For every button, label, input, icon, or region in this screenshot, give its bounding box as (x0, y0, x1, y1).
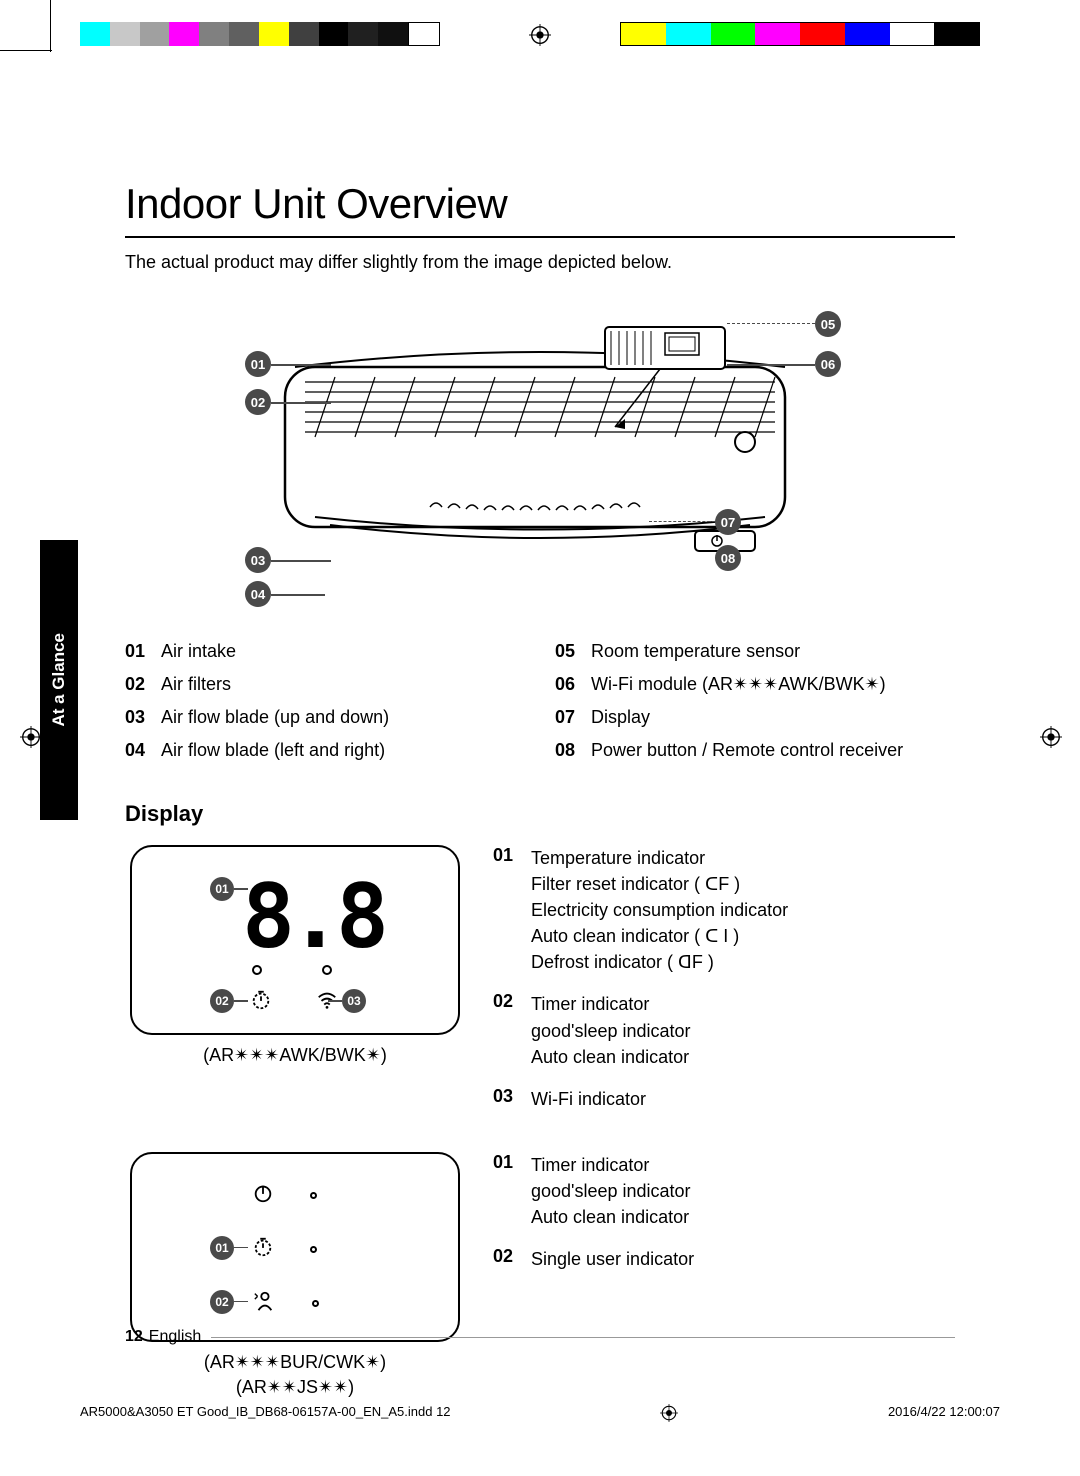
callout-02: 02 (245, 389, 271, 415)
callout-06: 06 (815, 351, 841, 377)
crop-mark (50, 0, 51, 52)
unit-legend: 01Air intake 02Air filters 03Air flow blad… (125, 641, 955, 773)
page-footer: 12 English (125, 1328, 955, 1346)
legend-item: 08Power button / Remote control receiver (555, 740, 955, 761)
display-legend-item: 01Temperature indicatorFilter reset indi… (493, 845, 955, 975)
display-legend-item: 01Timer indicatorgood'sleep indicatorAut… (493, 1152, 955, 1230)
registration-mark (529, 24, 551, 46)
panel-a-callout-03: 03 (342, 989, 366, 1013)
panel-a-callout-01: 01 (210, 877, 234, 901)
print-slug: AR5000&A3050 ET Good_IB_DB68-06157A-00_E… (80, 1404, 1000, 1422)
timer-icon (250, 989, 272, 1016)
single-user-icon (252, 1290, 276, 1317)
timer-icon (252, 1236, 274, 1263)
legend-item: 03Air flow blade (up and down) (125, 707, 525, 728)
display-panel-a: 8.8 01 02 03 (130, 845, 460, 1035)
crop-mark (0, 50, 52, 51)
legend-item: 02Air filters (125, 674, 525, 695)
seven-seg-display: 8.8 (242, 865, 383, 968)
display-heading: Display (125, 801, 955, 827)
callout-01: 01 (245, 351, 271, 377)
panel-b-caption-2: (AR✴✴JS✴✴) (125, 1375, 465, 1400)
unit-diagram: 01 02 03 04 05 06 07 08 (125, 291, 955, 631)
display-legend-item: 03Wi-Fi indicator (493, 1086, 955, 1112)
panel-a-callout-02: 02 (210, 989, 234, 1013)
display-legend-item: 02Timer indicatorgood'sleep indicatorAut… (493, 991, 955, 1069)
wifi-icon (316, 989, 338, 1016)
callout-07: 07 (715, 509, 741, 535)
panel-a-caption: (AR✴✴✴AWK/BWK✴) (125, 1043, 465, 1068)
callout-05: 05 (815, 311, 841, 337)
display-panel-b: 01 02 (130, 1152, 460, 1342)
intro-text: The actual product may differ slightly f… (125, 252, 955, 273)
callout-03: 03 (245, 547, 271, 573)
legend-item: 05Room temperature sensor (555, 641, 955, 662)
color-bar-left (80, 22, 440, 46)
registration-mark (20, 726, 42, 748)
panel-b-callout-02: 02 (210, 1290, 234, 1314)
power-icon (252, 1182, 274, 1209)
panel-b-callout-01: 01 (210, 1236, 234, 1260)
legend-item: 04Air flow blade (left and right) (125, 740, 525, 761)
page-title: Indoor Unit Overview (125, 180, 955, 238)
color-bar-right (620, 22, 980, 46)
callout-08: 08 (715, 545, 741, 571)
panel-b-caption-1: (AR✴✴✴BUR/CWK✴) (125, 1350, 465, 1375)
callout-04: 04 (245, 581, 271, 607)
legend-item: 01Air intake (125, 641, 525, 662)
registration-mark (1040, 726, 1062, 748)
legend-item: 06Wi-Fi module (AR✴✴✴AWK/BWK✴) (555, 674, 955, 695)
display-legend-item: 02Single user indicator (493, 1246, 955, 1272)
section-tab: At a Glance (40, 540, 78, 820)
legend-item: 07Display (555, 707, 955, 728)
